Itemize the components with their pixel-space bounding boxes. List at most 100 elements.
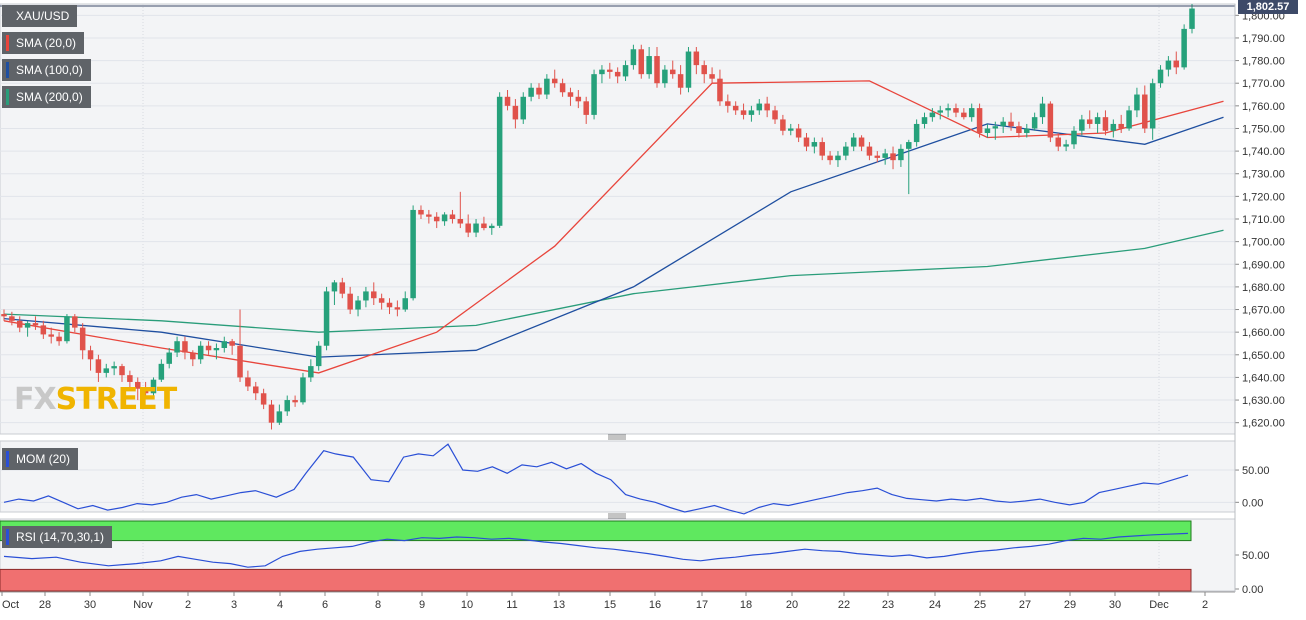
- candle-body: [426, 214, 432, 217]
- price-tick-label: 1,670.00: [1242, 305, 1285, 317]
- x-tick-label: 2: [185, 599, 191, 611]
- candle-body: [355, 300, 361, 310]
- instrument-label-text: XAU/USD: [16, 9, 70, 23]
- candle-body: [646, 56, 652, 75]
- sma20-label[interactable]: SMA (20,0): [2, 32, 85, 54]
- candle-body: [441, 214, 448, 222]
- x-tick-label: 16: [649, 599, 661, 611]
- candle-body: [866, 146, 873, 156]
- candle-body: [323, 291, 330, 346]
- price-tick-label: 1,740.00: [1242, 146, 1285, 158]
- candle-body: [1063, 144, 1069, 147]
- candle-body: [913, 123, 920, 143]
- candle-body: [732, 105, 739, 111]
- candle-body: [465, 223, 471, 233]
- candle-body: [638, 49, 645, 75]
- candle-body: [1157, 69, 1164, 84]
- candle-body: [559, 83, 566, 93]
- candle-body: [229, 341, 235, 346]
- candle-body: [127, 375, 133, 382]
- price-tick-label: 1,690.00: [1242, 259, 1285, 271]
- candle-body: [347, 293, 353, 310]
- candle-body: [142, 388, 149, 394]
- candle-body: [843, 146, 849, 156]
- candle-body: [591, 74, 597, 115]
- candle-body: [677, 74, 684, 88]
- last-price-tag: 1,802.57: [1238, 0, 1298, 14]
- candle-body: [992, 126, 999, 129]
- candle-body: [433, 216, 440, 222]
- candle-body: [984, 128, 991, 133]
- x-tick-label: 23: [882, 599, 894, 611]
- x-tick-label: 20: [786, 599, 798, 611]
- candle-body: [709, 74, 715, 79]
- candle-body: [945, 108, 951, 111]
- candle-body: [40, 325, 47, 335]
- price-tick-label: 1,730.00: [1242, 169, 1285, 181]
- candle-body: [803, 137, 810, 147]
- sma100-label-text: SMA (100,0): [16, 63, 83, 77]
- candle-body: [551, 78, 558, 84]
- candle-body: [1047, 103, 1054, 138]
- candle-body: [473, 223, 479, 233]
- candle-body: [756, 103, 763, 111]
- mom-label[interactable]: MOM (20): [2, 448, 78, 470]
- candle-body: [457, 219, 464, 224]
- x-tick-label: 30: [1109, 599, 1121, 611]
- watermark-part1: FX: [14, 382, 57, 417]
- candle-body: [858, 137, 865, 147]
- sma20-swatch: [6, 35, 9, 51]
- candle-body: [1055, 137, 1062, 147]
- sma100-label[interactable]: SMA (100,0): [2, 59, 91, 81]
- instrument-label[interactable]: XAU/USD: [2, 5, 78, 27]
- candle-body: [481, 223, 487, 229]
- candle-body: [1149, 83, 1156, 129]
- mom-tick-label: 0.00: [1242, 497, 1263, 509]
- mom-line: [3, 443, 1189, 515]
- x-tick-label: 11: [506, 599, 517, 611]
- mom-label-text: MOM (20): [16, 452, 70, 466]
- candle-body: [536, 87, 542, 95]
- candle-body: [213, 348, 220, 351]
- candle-body: [693, 51, 700, 66]
- price-tick-label: 1,780.00: [1242, 56, 1285, 68]
- candle-body: [968, 108, 975, 118]
- candle-body: [788, 128, 794, 131]
- candle-body: [780, 119, 786, 131]
- rsi-label-text: RSI (14,70,30,1): [16, 530, 105, 544]
- x-tick-label: Dec: [1149, 599, 1169, 611]
- candle-body: [607, 69, 613, 72]
- candle-body: [740, 110, 747, 115]
- price-tick-label: 1,720.00: [1242, 191, 1285, 203]
- candle-body: [795, 128, 802, 138]
- candle-body: [1039, 103, 1046, 118]
- candle-body: [111, 366, 117, 369]
- candle-body: [87, 350, 94, 360]
- candle-body: [284, 400, 290, 412]
- candle-body: [331, 282, 338, 292]
- candle-body: [1, 314, 7, 317]
- candle-body: [394, 307, 401, 310]
- candle-body: [402, 298, 408, 310]
- candle-body: [1102, 117, 1109, 131]
- price-tick-label: 1,640.00: [1242, 372, 1285, 384]
- price-tick-label: 1,620.00: [1242, 418, 1285, 430]
- rsi-label[interactable]: RSI (14,70,30,1): [2, 526, 113, 548]
- rsi-overbought-zone: [0, 520, 1192, 542]
- x-tick-label: 6: [322, 599, 328, 611]
- candle-body: [300, 377, 306, 403]
- candle-body: [174, 341, 180, 353]
- rsi-tick-label: 50.00: [1242, 550, 1270, 562]
- rsi-swatch: [6, 529, 9, 545]
- x-tick-label: 8: [375, 599, 381, 611]
- mom-tick-label: 50.00: [1242, 465, 1270, 477]
- candle-body: [701, 65, 707, 75]
- sma200-label[interactable]: SMA (200,0): [2, 86, 91, 108]
- candle-body: [953, 108, 959, 113]
- candle-body: [937, 110, 943, 113]
- candle-body: [95, 359, 102, 373]
- fxstreet-watermark-logo: FXSTREET: [14, 382, 177, 417]
- sma200-label-text: SMA (200,0): [16, 90, 83, 104]
- candle-body: [874, 155, 881, 158]
- x-tick-label: Oct: [2, 599, 19, 611]
